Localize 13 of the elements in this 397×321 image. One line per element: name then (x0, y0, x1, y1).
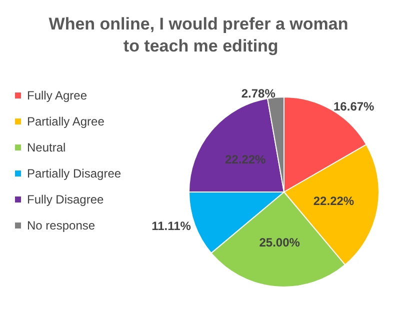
data-label: 22.22% (313, 194, 354, 208)
legend-label: Partially Disagree (27, 166, 122, 180)
data-label: 22.22% (224, 152, 266, 167)
data-label: 25.00% (259, 235, 300, 250)
legend-label: Neutral (27, 140, 66, 154)
legend-label: Fully Agree (27, 88, 88, 102)
legend-label: Partially Agree (27, 114, 105, 128)
chart-title: When online, I would prefer a woman to teach me editing (48, 14, 348, 56)
data-label: 16.67% (334, 99, 375, 114)
data-label: 11.11% (152, 218, 192, 233)
legend-label: Fully Disagree (27, 192, 104, 206)
data-label: 2.78% (241, 86, 276, 100)
legend-label: No response (27, 218, 96, 232)
